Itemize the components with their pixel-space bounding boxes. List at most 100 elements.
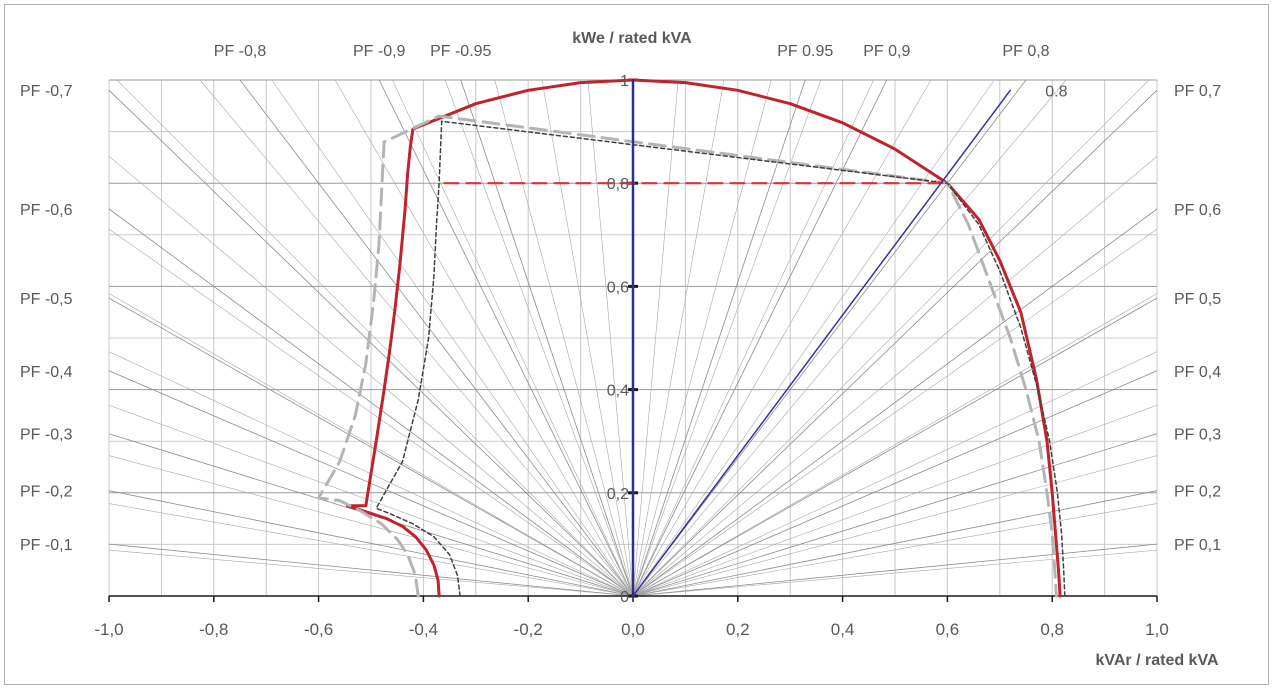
pf-label-right: PF 0,1	[1174, 537, 1221, 554]
pf-ray	[632, 79, 1027, 597]
series-line-dark-dotted	[375, 120, 1066, 597]
angle-ray	[108, 503, 634, 597]
pf-label-left: PF -0,7	[20, 83, 73, 100]
angle-ray	[587, 79, 634, 597]
angle-ray	[632, 228, 1158, 597]
angle-ray	[108, 549, 634, 597]
pf-label-top: PF -0.95	[430, 43, 491, 60]
angle-ray	[632, 79, 772, 597]
angle-ray	[632, 503, 1158, 597]
pf-ray	[460, 79, 634, 597]
x-tick-label: 0,6	[936, 620, 960, 639]
pf-ray	[632, 490, 1158, 597]
x-axis-title: kVAr / rated kVA	[1095, 652, 1218, 669]
x-tick-label: 0,4	[831, 620, 855, 639]
pf-label-top: PF -0,8	[214, 43, 267, 60]
pf-ray	[108, 543, 634, 597]
angle-ray	[392, 79, 634, 597]
x-tick-label: -1,0	[94, 620, 123, 639]
angle-ray	[632, 79, 932, 597]
pf-ray	[632, 543, 1158, 597]
series-layer	[317, 78, 1066, 598]
angle-ray	[632, 351, 1158, 597]
pf-label-top: PF 0,9	[863, 43, 910, 60]
angle-ray	[632, 549, 1158, 597]
angle-ray	[334, 79, 634, 597]
pf-ray	[632, 433, 1158, 597]
y-tick-label: 0	[620, 589, 629, 606]
series-line-blue-pf-line	[632, 89, 1012, 597]
pf-label-left: PF -0,6	[20, 202, 73, 219]
angle-ray	[199, 79, 634, 597]
pf-label-left: PF -0,4	[20, 364, 73, 381]
pf-ray	[632, 370, 1158, 597]
pf-ray	[108, 89, 634, 597]
angle-ray	[632, 404, 1158, 597]
pf-label-right: PF 0,5	[1174, 291, 1221, 308]
angle-ray	[108, 404, 634, 597]
angle-ray	[632, 79, 679, 597]
pf-ray	[632, 297, 1158, 597]
angle-ray	[108, 293, 634, 597]
label-layer: -1,0 -0,8 -0,6 -0,4 -0,2 0,0 0,2 0,4 0,6 0,8 1,0 0 0…	[20, 43, 1221, 639]
pf-ray	[108, 370, 634, 597]
pf-ray	[632, 89, 1158, 597]
angle-ray	[632, 455, 1158, 597]
pf-label-left: PF -0,3	[20, 427, 73, 444]
pf-label-top: PF 0,8	[1002, 43, 1049, 60]
angle-ray	[632, 79, 995, 597]
angle-ray	[632, 79, 1067, 597]
angle-ray	[632, 156, 1158, 597]
pf-ray	[108, 490, 634, 597]
pf-line-annotation: 0.8	[1045, 83, 1067, 100]
pf-ray	[108, 208, 634, 597]
angle-ray	[108, 156, 634, 597]
pf-label-right: PF 0,3	[1174, 427, 1221, 444]
y-tick-label: 0,6	[607, 279, 629, 296]
x-tick-label: -0,6	[304, 620, 333, 639]
y-axis-title: kWe / rated kVA	[572, 30, 692, 47]
y-tick-label: 0,2	[607, 486, 629, 503]
y-tick-label: 0,8	[607, 176, 629, 193]
pf-label-left: PF -0,2	[20, 484, 73, 501]
angle-ray	[632, 79, 725, 597]
x-tick-label: 0,2	[726, 620, 750, 639]
angle-ray	[271, 79, 634, 597]
pf-ray	[632, 79, 806, 597]
pf-label-right: PF 0,4	[1174, 364, 1221, 381]
pf-label-left: PF -0,5	[20, 291, 73, 308]
series-line-light-grey-dashed	[317, 114, 1058, 598]
pf-label-right: PF 0,6	[1174, 202, 1221, 219]
angle-ray	[541, 79, 634, 597]
chart-frame	[4, 4, 1269, 685]
angle-ray	[494, 79, 634, 597]
pf-label-top: PF -0,9	[353, 43, 406, 60]
x-tick-label: 0,0	[621, 620, 645, 639]
pf-label-right: PF 0,2	[1174, 484, 1221, 501]
pf-ray	[378, 79, 634, 597]
series-line-capability-solid	[345, 78, 1062, 598]
pf-label-top: PF 0.95	[777, 43, 833, 60]
x-tick-label: 0,8	[1040, 620, 1064, 639]
angle-ray	[632, 293, 1158, 597]
angle-ray	[108, 228, 634, 597]
pf-label-right: PF 0,7	[1174, 83, 1221, 100]
angle-ray	[632, 79, 874, 597]
pf-ray	[632, 79, 888, 597]
y-tick-label: 0,4	[607, 383, 629, 400]
pf-ray	[108, 297, 634, 597]
x-tick-label: -0,2	[514, 620, 543, 639]
pf-ray	[632, 208, 1158, 597]
pf-ray	[239, 79, 634, 597]
x-tick-label: 1,0	[1145, 620, 1169, 639]
angle-ray	[108, 455, 634, 597]
angle-ray	[632, 79, 1150, 597]
y-tick-label: 1	[620, 73, 629, 90]
angle-ray	[444, 79, 634, 597]
pf-label-left: PF -0,1	[20, 537, 73, 554]
x-tick-label: -0,8	[199, 620, 228, 639]
angle-ray	[116, 79, 634, 597]
angle-ray	[632, 79, 822, 597]
x-tick-label: -0,4	[409, 620, 438, 639]
